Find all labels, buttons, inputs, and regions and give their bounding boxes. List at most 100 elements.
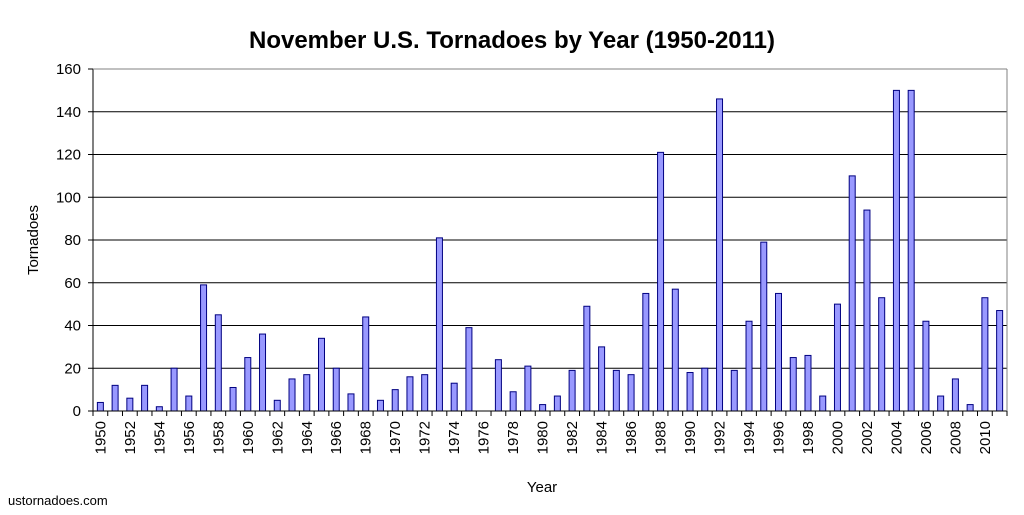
bar-1959 [229, 386, 237, 412]
axes [88, 68, 1008, 416]
x-tick-label: 1962 [269, 421, 286, 454]
bar-1988 [657, 151, 665, 412]
x-tick-label: 1988 [653, 421, 670, 454]
bar-1952 [126, 397, 134, 412]
x-tick-label: 1950 [92, 421, 109, 454]
bar-1980 [539, 404, 547, 412]
y-tick-label: 20 [64, 360, 81, 377]
bar-1969 [376, 399, 384, 412]
x-tick-label: 2010 [977, 421, 994, 454]
bar-1970 [391, 389, 399, 412]
bar-1958 [214, 314, 222, 412]
bar-1955 [170, 367, 178, 412]
bar-2003 [878, 297, 886, 412]
bar-1975 [465, 327, 473, 412]
bar-1990 [686, 372, 694, 412]
bar-1966 [332, 367, 340, 412]
bar-1992 [716, 98, 724, 412]
bar-1951 [111, 384, 119, 412]
bar-2011 [996, 310, 1004, 412]
x-tick-label: 1954 [151, 421, 168, 454]
y-tick-label: 80 [64, 232, 81, 249]
bar-1957 [200, 284, 208, 412]
bar-2006 [922, 320, 930, 412]
x-tick-label: 1976 [476, 421, 493, 454]
bar-1995 [760, 241, 768, 412]
bar-1973 [435, 237, 443, 412]
bar-1953 [141, 384, 149, 412]
x-tick-label: 1966 [328, 421, 345, 454]
bar-1996 [775, 292, 782, 412]
x-axis-label: Year [527, 479, 557, 496]
x-tick-labels: 1950 1952 1954 1956 1958 1960 1962 1964 1966 1968… [92, 421, 994, 454]
y-tick-label: 60 [64, 275, 81, 292]
bar-1991 [701, 367, 709, 412]
source-credit: ustornadoes.com [8, 493, 108, 508]
y-tick-label: 140 [56, 104, 81, 121]
x-tick-label: 1984 [594, 421, 611, 454]
y-tick-label: 160 [56, 61, 81, 78]
y-tick-label: 0 [73, 403, 81, 420]
y-tick-label: 120 [56, 147, 81, 164]
x-tick-label: 2008 [947, 421, 964, 454]
x-tick-label: 1964 [299, 421, 316, 454]
bar-1977 [494, 359, 502, 412]
bar-2008 [951, 378, 959, 412]
bar-2009 [966, 404, 974, 412]
bar-2002 [863, 209, 871, 412]
chart-title: November U.S. Tornadoes by Year (1950-20… [249, 27, 775, 54]
x-tick-label: 2006 [918, 421, 935, 454]
bar-1978 [509, 391, 517, 412]
bar-1983 [583, 305, 591, 412]
bar-2001 [848, 175, 856, 412]
bar-1987 [642, 292, 650, 412]
y-tick-label: 100 [56, 189, 81, 206]
bar-1999 [819, 395, 827, 412]
bar-1994 [745, 320, 753, 412]
bar-1974 [450, 382, 458, 412]
bar-2000 [833, 303, 841, 412]
bar-2007 [937, 395, 945, 412]
x-tick-label: 1952 [122, 421, 139, 454]
bar-1971 [406, 376, 414, 412]
bar-1979 [524, 365, 532, 412]
x-tick-label: 1998 [800, 421, 817, 454]
bar-1964 [303, 374, 311, 412]
x-tick-label: 1992 [712, 421, 729, 454]
x-tick-label: 1958 [210, 421, 227, 454]
x-tick-label: 2004 [888, 421, 905, 454]
bar-1967 [347, 393, 355, 412]
bar-1954 [155, 406, 163, 412]
gridlines [93, 68, 1007, 369]
x-tick-label: 1986 [623, 421, 640, 454]
x-tick-label: 2000 [829, 421, 846, 454]
x-tick-label: 1970 [387, 421, 404, 454]
bar-1972 [421, 374, 429, 412]
bar-1985 [612, 369, 620, 412]
x-tick-label: 2002 [859, 421, 876, 454]
bar-1950 [96, 401, 104, 412]
x-tick-label: 1990 [682, 421, 699, 454]
bar-1997 [789, 357, 797, 412]
y-axis-label: Tornadoes [25, 205, 42, 275]
bar-1968 [362, 316, 370, 412]
bar-1986 [627, 374, 635, 412]
x-tick-label: 1960 [240, 421, 257, 454]
bar-1961 [259, 333, 267, 412]
bar-1965 [318, 337, 325, 412]
bar-2004 [892, 89, 900, 412]
bars [96, 89, 1004, 412]
bar-1960 [244, 357, 252, 412]
bar-1956 [185, 395, 193, 412]
bar-1982 [568, 369, 576, 412]
x-tick-label: 1996 [771, 421, 788, 454]
x-tick-label: 1978 [505, 421, 522, 454]
bar-1998 [804, 354, 812, 412]
x-tick-label: 1994 [741, 421, 758, 454]
bar-1981 [553, 395, 561, 412]
bar-2005 [907, 89, 915, 412]
y-tick-labels: 0 20 40 60 80 100 120 140 160 [56, 61, 81, 420]
bar-1963 [288, 378, 296, 412]
